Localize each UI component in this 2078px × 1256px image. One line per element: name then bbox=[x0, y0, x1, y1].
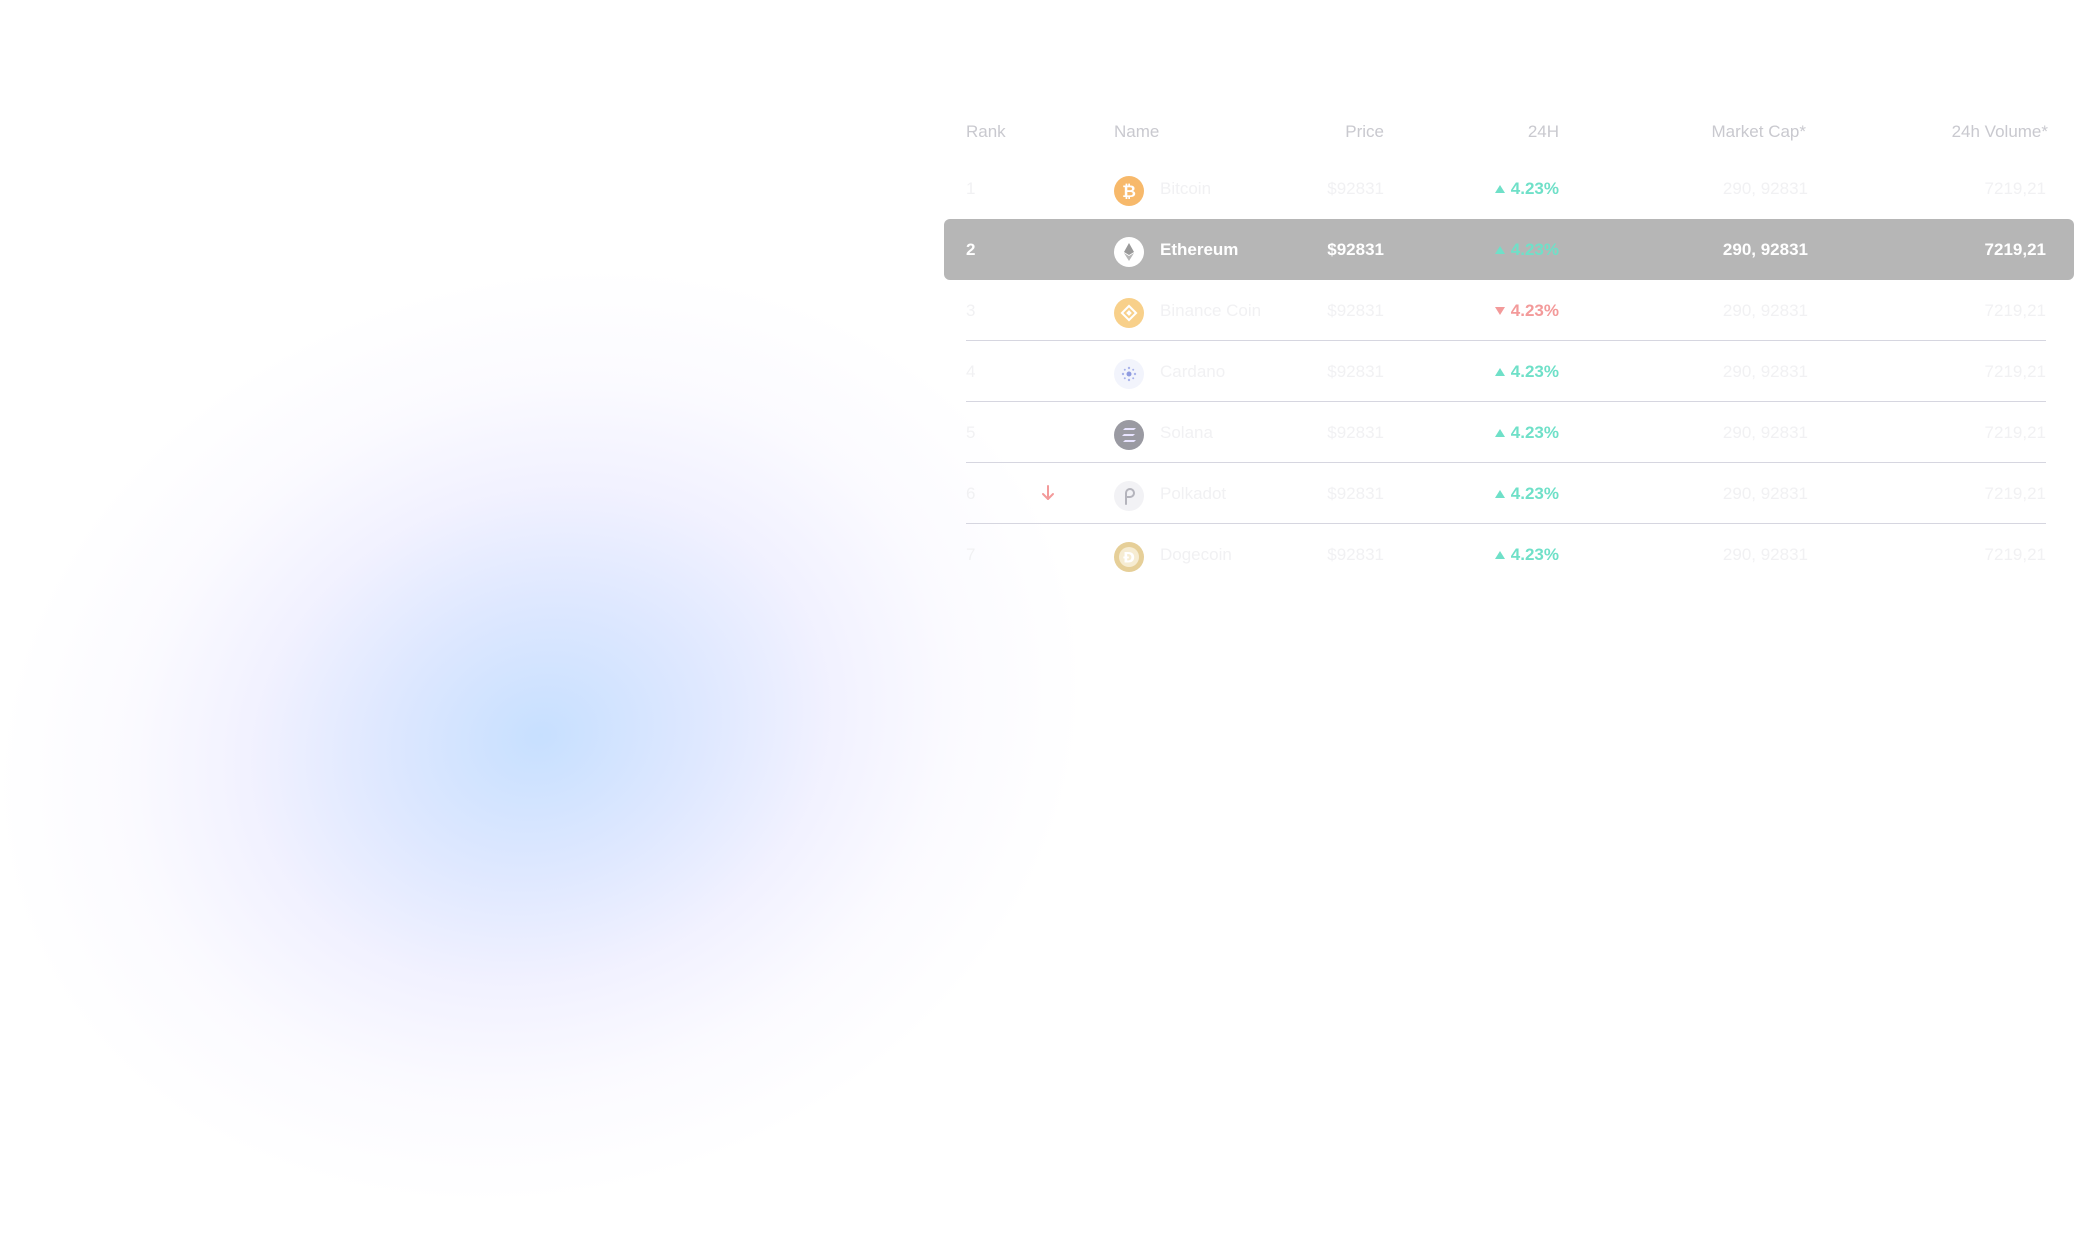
header-price[interactable]: Price bbox=[1345, 122, 1384, 141]
change-value: 4.23% bbox=[1510, 179, 1559, 198]
change-value: 4.23% bbox=[1510, 545, 1559, 564]
market-cap-cell: 290, 92831 bbox=[1722, 179, 1808, 198]
rank-cell: 1 bbox=[966, 179, 976, 198]
header-24h[interactable]: 24H bbox=[1527, 122, 1559, 141]
row-divider bbox=[966, 523, 2046, 524]
header-24h-volume[interactable]: 24h Volume* bbox=[1951, 122, 2048, 141]
price-cell: $92831 bbox=[1327, 423, 1384, 442]
volume-cell: 7219,21 bbox=[1984, 179, 2046, 198]
crypto-table: Rank Name Price 24H Market Cap* 24h Volu… bbox=[944, 110, 2074, 585]
header-name[interactable]: Name bbox=[1114, 122, 1160, 141]
triangle-up-icon bbox=[1494, 185, 1505, 193]
bitcoin-icon: ₿ bbox=[1114, 176, 1144, 206]
coin-name: Polkadot bbox=[1160, 484, 1227, 503]
price-cell: $92831 bbox=[1327, 179, 1384, 198]
header-market-cap[interactable]: Market Cap* bbox=[1711, 122, 1806, 141]
price-cell: $92831 bbox=[1327, 301, 1384, 320]
coin-name: Ethereum bbox=[1160, 240, 1239, 259]
cardano-icon bbox=[1114, 359, 1144, 389]
table-row[interactable]: 4 Cardano $92831 4.23% 290, 92831 7219,2… bbox=[944, 341, 2074, 402]
rank-cell: 3 bbox=[966, 301, 976, 320]
svg-text:₿: ₿ bbox=[1122, 182, 1136, 202]
price-cell: $92831 bbox=[1327, 362, 1384, 381]
change-cell: 4.23% bbox=[1494, 280, 1559, 341]
change-cell: 4.23% bbox=[1494, 219, 1559, 280]
volume-cell: 7219,21 bbox=[1984, 301, 2046, 320]
ethereum-icon bbox=[1114, 237, 1144, 267]
rank-cell: 5 bbox=[966, 423, 976, 442]
rank-cell: 2 bbox=[966, 240, 976, 259]
table-row[interactable]: 1 ₿ Bitcoin $92831 4.23% 290, 92831 7219… bbox=[944, 158, 2074, 219]
change-cell: 4.23% bbox=[1494, 524, 1559, 585]
change-value: 4.23% bbox=[1510, 362, 1559, 381]
volume-cell: 7219,21 bbox=[1984, 545, 2046, 564]
market-cap-cell: 290, 92831 bbox=[1722, 484, 1808, 503]
market-cap-cell: 290, 92831 bbox=[1722, 545, 1808, 564]
volume-cell: 7219,21 bbox=[1984, 423, 2046, 442]
market-cap-cell: 290, 92831 bbox=[1722, 423, 1808, 442]
triangle-up-icon bbox=[1494, 368, 1505, 376]
row-divider bbox=[966, 401, 2046, 402]
market-cap-cell: 290, 92831 bbox=[1722, 301, 1808, 320]
price-cell: $92831 bbox=[1327, 545, 1384, 564]
coin-name: Solana bbox=[1160, 423, 1213, 442]
polkadot-icon bbox=[1114, 481, 1144, 511]
table-row[interactable]: 5 Solana $92831 4.23% 290, 92831 7219,21 bbox=[944, 402, 2074, 463]
rank-cell: 4 bbox=[966, 362, 976, 381]
svg-text:Ð: Ð bbox=[1123, 551, 1135, 567]
triangle-up-icon bbox=[1494, 490, 1505, 498]
triangle-down-icon bbox=[1494, 307, 1505, 315]
change-value: 4.23% bbox=[1510, 301, 1559, 320]
coin-name: Cardano bbox=[1160, 362, 1226, 381]
change-value: 4.23% bbox=[1510, 423, 1559, 442]
table-row-highlighted[interactable]: 2 Ethereum $92831 4.23% 290, 92831 7219,… bbox=[944, 219, 2074, 280]
coin-name: Bitcoin bbox=[1160, 179, 1212, 198]
volume-cell: 7219,21 bbox=[1984, 484, 2046, 503]
table-header: Rank Name Price 24H Market Cap* 24h Volu… bbox=[944, 110, 2074, 158]
triangle-up-icon bbox=[1494, 246, 1505, 254]
row-divider bbox=[966, 462, 2046, 463]
change-cell: 4.23% bbox=[1494, 158, 1559, 219]
volume-cell: 7219,21 bbox=[1984, 240, 2046, 259]
change-value: 4.23% bbox=[1510, 484, 1559, 503]
table-row[interactable]: 6 Polkadot $92831 4.23% 290, 92831 7219,… bbox=[944, 463, 2074, 524]
price-cell: $92831 bbox=[1327, 484, 1384, 503]
rank-cell: 7 bbox=[966, 545, 976, 564]
change-cell: 4.23% bbox=[1494, 463, 1559, 524]
volume-cell: 7219,21 bbox=[1984, 362, 2046, 381]
binance-coin-icon bbox=[1114, 298, 1144, 328]
change-cell: 4.23% bbox=[1494, 341, 1559, 402]
solana-icon bbox=[1114, 420, 1144, 450]
triangle-up-icon bbox=[1494, 551, 1505, 559]
change-value: 4.23% bbox=[1510, 240, 1559, 259]
rank-down-arrow-icon bbox=[1042, 485, 1054, 500]
price-cell: $92831 bbox=[1327, 240, 1384, 259]
market-cap-cell: 290, 92831 bbox=[1722, 362, 1808, 381]
triangle-up-icon bbox=[1494, 429, 1505, 437]
table-row[interactable]: 7 Ð Dogecoin $92831 4.23% 290, 92831 721… bbox=[944, 524, 2074, 585]
header-rank[interactable]: Rank bbox=[966, 122, 1006, 141]
change-cell: 4.23% bbox=[1494, 402, 1559, 463]
coin-name: Binance Coin bbox=[1160, 301, 1262, 320]
market-cap-cell: 290, 92831 bbox=[1722, 240, 1808, 259]
coin-name: Dogecoin bbox=[1160, 545, 1232, 564]
dogecoin-icon: Ð bbox=[1114, 542, 1144, 572]
row-divider bbox=[966, 340, 2046, 341]
table-row[interactable]: 3 Binance Coin $92831 4.23% 290, 92831 7… bbox=[944, 280, 2074, 341]
rank-cell: 6 bbox=[966, 484, 976, 503]
